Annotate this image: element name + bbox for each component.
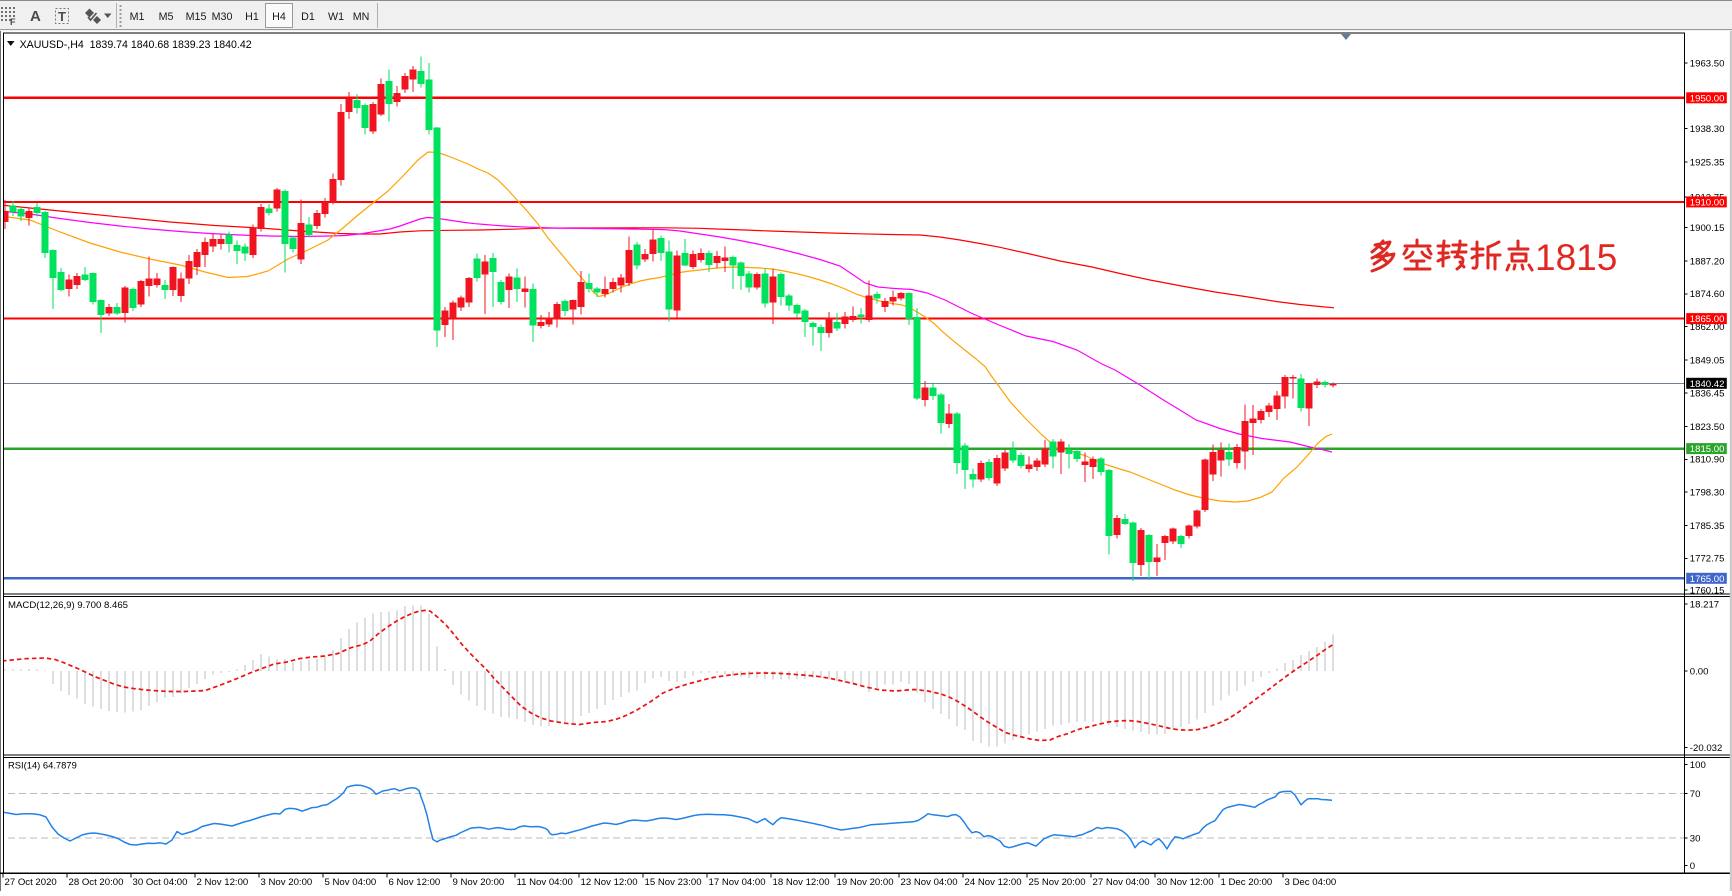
- svg-text:1925.35: 1925.35: [1690, 157, 1725, 168]
- svg-text:19 Nov 20:00: 19 Nov 20:00: [837, 877, 894, 888]
- svg-text:3 Nov 20:00: 3 Nov 20:00: [261, 877, 313, 888]
- svg-text:1760.15: 1760.15: [1690, 585, 1725, 596]
- svg-text:1950.00: 1950.00: [1690, 93, 1725, 104]
- svg-text:30 Oct 04:00: 30 Oct 04:00: [133, 877, 188, 888]
- svg-text:H4: H4: [272, 11, 286, 23]
- svg-text:18.217: 18.217: [1690, 599, 1719, 610]
- svg-text:27 Oct 2020: 27 Oct 2020: [5, 877, 57, 888]
- svg-text:27 Nov 04:00: 27 Nov 04:00: [1093, 877, 1150, 888]
- svg-text:15 Nov 23:00: 15 Nov 23:00: [645, 877, 702, 888]
- svg-text:W1: W1: [328, 11, 344, 23]
- svg-text:1887.20: 1887.20: [1690, 257, 1725, 268]
- svg-text:9 Nov 20:00: 9 Nov 20:00: [453, 877, 505, 888]
- svg-text:1815.00: 1815.00: [1690, 444, 1725, 455]
- svg-text:1815: 1815: [1535, 237, 1617, 278]
- svg-text:12 Nov 12:00: 12 Nov 12:00: [581, 877, 638, 888]
- svg-text:H1: H1: [245, 11, 259, 23]
- svg-text:0: 0: [1690, 861, 1695, 872]
- svg-text:1865.00: 1865.00: [1690, 314, 1725, 325]
- svg-text:1765.00: 1765.00: [1690, 574, 1725, 585]
- svg-text:F: F: [10, 17, 16, 27]
- svg-text:A: A: [30, 8, 41, 25]
- svg-text:MN: MN: [353, 11, 370, 23]
- svg-text:1810.90: 1810.90: [1690, 455, 1725, 466]
- svg-text:1798.30: 1798.30: [1690, 487, 1725, 498]
- svg-text:1 Dec 20:00: 1 Dec 20:00: [1221, 877, 1273, 888]
- svg-text:1772.75: 1772.75: [1690, 554, 1725, 565]
- svg-text:18 Nov 12:00: 18 Nov 12:00: [773, 877, 830, 888]
- svg-text:25 Nov 20:00: 25 Nov 20:00: [1029, 877, 1086, 888]
- svg-text:6 Nov 12:00: 6 Nov 12:00: [389, 877, 441, 888]
- svg-text:1938.30: 1938.30: [1690, 124, 1725, 135]
- svg-text:1840.42: 1840.42: [1690, 379, 1725, 390]
- svg-text:-20.032: -20.032: [1690, 743, 1723, 754]
- svg-text:2 Nov 12:00: 2 Nov 12:00: [197, 877, 249, 888]
- svg-text:24 Nov 12:00: 24 Nov 12:00: [965, 877, 1022, 888]
- svg-text:RSI(14) 64.7879: RSI(14) 64.7879: [8, 760, 77, 771]
- svg-text:30: 30: [1690, 833, 1701, 844]
- svg-text:1862.00: 1862.00: [1690, 322, 1725, 333]
- svg-text:M5: M5: [159, 11, 174, 23]
- svg-text:0.00: 0.00: [1690, 666, 1709, 677]
- svg-text:T: T: [58, 9, 66, 24]
- svg-text:XAUUSD-,H4 1839.74 1840.68 18: XAUUSD-,H4 1839.74 1840.68 1839.23 1840.…: [20, 39, 252, 51]
- svg-text:M15: M15: [186, 11, 207, 23]
- svg-text:100: 100: [1690, 760, 1706, 771]
- svg-text:23 Nov 04:00: 23 Nov 04:00: [901, 877, 958, 888]
- svg-text:MACD(12,26,9) 9.700 8.465: MACD(12,26,9) 9.700 8.465: [8, 600, 128, 611]
- svg-text:M30: M30: [212, 11, 233, 23]
- svg-text:3 Dec 04:00: 3 Dec 04:00: [1285, 877, 1337, 888]
- svg-text:5 Nov 04:00: 5 Nov 04:00: [325, 877, 377, 888]
- svg-text:M1: M1: [130, 11, 145, 23]
- svg-text:1963.50: 1963.50: [1690, 58, 1725, 69]
- svg-text:1849.05: 1849.05: [1690, 356, 1725, 367]
- svg-text:D1: D1: [301, 11, 315, 23]
- svg-text:17 Nov 04:00: 17 Nov 04:00: [709, 877, 766, 888]
- svg-text:1874.60: 1874.60: [1690, 289, 1725, 300]
- svg-text:11 Nov 04:00: 11 Nov 04:00: [517, 877, 573, 888]
- svg-text:70: 70: [1690, 789, 1701, 800]
- svg-text:1785.35: 1785.35: [1690, 521, 1725, 532]
- svg-text:1910.00: 1910.00: [1690, 198, 1725, 209]
- svg-text:28 Oct 20:00: 28 Oct 20:00: [69, 877, 124, 888]
- svg-text:1900.15: 1900.15: [1690, 223, 1725, 234]
- svg-text:1836.45: 1836.45: [1690, 388, 1725, 399]
- svg-text:30 Nov 12:00: 30 Nov 12:00: [1157, 877, 1214, 888]
- svg-text:1823.50: 1823.50: [1690, 422, 1725, 433]
